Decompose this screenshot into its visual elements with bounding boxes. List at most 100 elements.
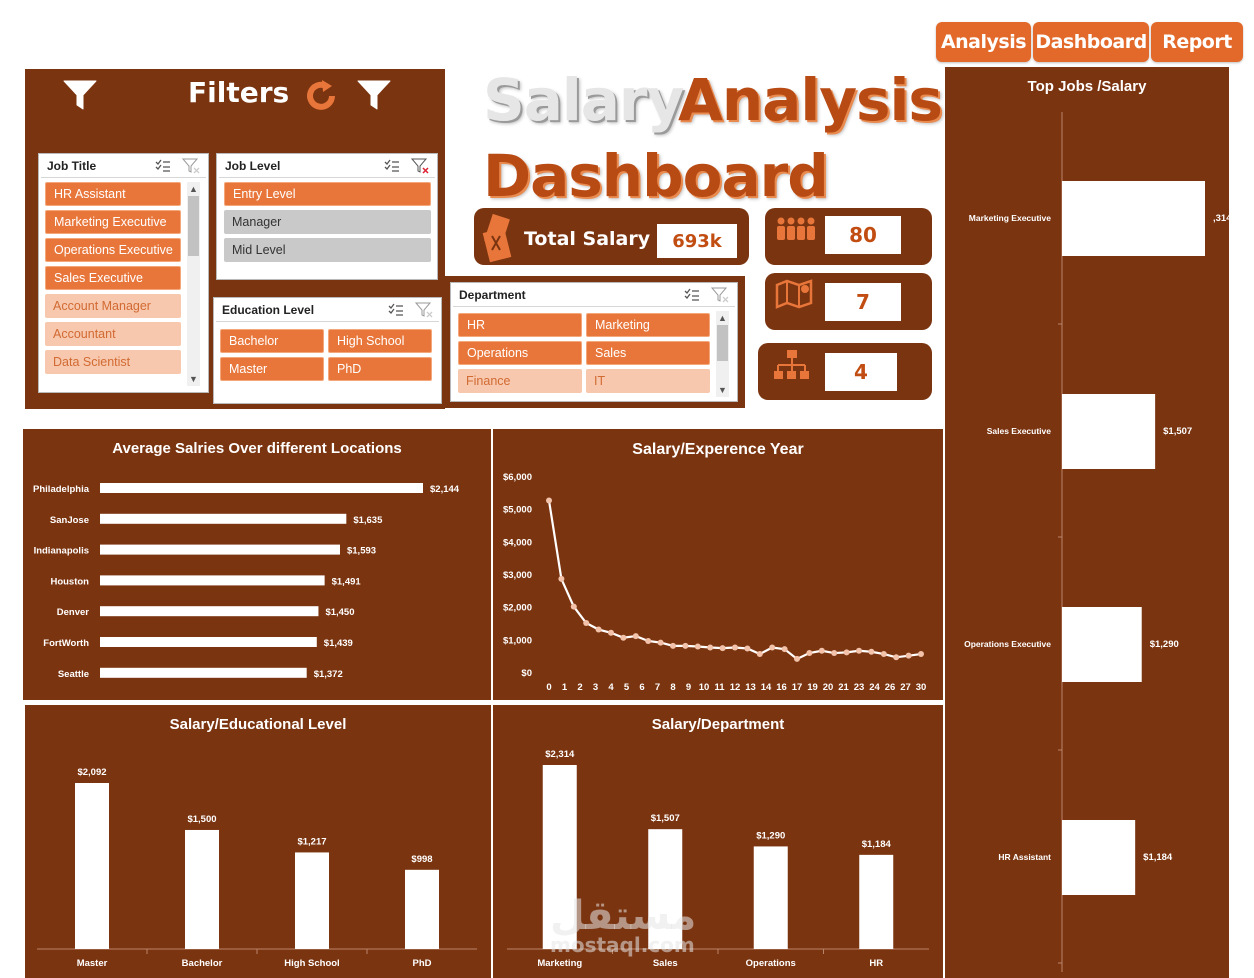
education-data-label: $2,092	[77, 767, 106, 778]
top-jobs-data-label: $1,184	[1143, 852, 1173, 863]
location-tick-label: Indianapolis	[34, 546, 89, 557]
x-tick-label: 23	[854, 682, 865, 693]
experience-point	[769, 644, 776, 651]
job-title-scrollbar[interactable]: ▲ ▼	[187, 182, 200, 386]
top-jobs-data-label: ,314	[1213, 213, 1229, 224]
x-tick-label: 16	[776, 682, 787, 693]
experience-chart-title: Salary/Experence Year	[632, 441, 804, 458]
locations-card: 7	[765, 273, 932, 330]
location-tick-label: Houston	[50, 576, 89, 587]
experience-point	[670, 642, 676, 649]
education-level-item[interactable]: PhD	[328, 357, 432, 381]
department-item[interactable]: IT	[586, 369, 710, 393]
nav-analysis-button[interactable]: Analysis	[936, 22, 1031, 62]
department-item[interactable]: Operations	[458, 341, 582, 365]
education-level-slicer: Education Level Bachelor High School Maste…	[213, 297, 442, 404]
location-bar	[100, 544, 340, 555]
location-tick-label: SanJose	[50, 515, 89, 526]
nav-report-button[interactable]: Report	[1151, 22, 1243, 62]
experience-point	[918, 651, 924, 658]
department-item[interactable]: HR	[458, 313, 582, 337]
department-bar	[648, 829, 683, 949]
top-jobs-tick-label: HR Assistant	[998, 852, 1051, 862]
department-scrollbar[interactable]: ▲ ▼	[716, 311, 729, 397]
education-level-item[interactable]: Master	[220, 357, 324, 381]
experience-point	[620, 634, 627, 641]
experience-point	[645, 637, 652, 644]
x-tick-label: 21	[838, 682, 849, 693]
multi-select-icon[interactable]	[683, 287, 701, 303]
x-tick-label: 19	[807, 682, 818, 693]
job-title-item[interactable]: HR Assistant	[45, 182, 181, 206]
job-level-item[interactable]: Mid Level	[224, 238, 431, 262]
education-chart-panel: Salary/Educational Level $2,092 Master $1,…	[25, 705, 491, 978]
clear-filter-icon[interactable]	[411, 158, 429, 174]
department-item[interactable]: Marketing	[586, 313, 710, 337]
x-tick-label: 0	[546, 682, 551, 693]
clear-filter-icon[interactable]	[182, 158, 200, 174]
location-data-label: $1,593	[347, 546, 376, 557]
x-tick-label: 10	[699, 682, 710, 693]
watermark-arabic: مستقل	[550, 893, 697, 939]
education-level-item[interactable]: Bachelor	[220, 329, 324, 353]
job-title-item[interactable]: Marketing Executive	[45, 210, 181, 234]
people-icon	[775, 216, 819, 247]
job-title-item[interactable]: Operations Executive	[45, 238, 181, 262]
nav-dashboard-button[interactable]: Dashboard	[1033, 22, 1149, 62]
experience-point	[694, 643, 701, 650]
location-tick-label: Seattle	[58, 669, 89, 680]
job-level-item[interactable]: Entry Level	[224, 182, 431, 206]
funnel-icon	[62, 78, 98, 117]
experience-point	[893, 654, 900, 661]
department-item[interactable]: Sales	[586, 341, 710, 365]
top-jobs-tick-label: Operations Executive	[964, 639, 1051, 649]
location-data-label: $2,144	[430, 484, 460, 495]
experience-point	[570, 603, 577, 610]
experience-point	[608, 629, 614, 636]
job-level-item[interactable]: Manager	[224, 210, 431, 234]
org-chart-icon	[772, 349, 812, 386]
job-title-item[interactable]: Accountant	[45, 322, 181, 346]
y-tick-label: $5,000	[503, 505, 532, 516]
top-jobs-data-label: $1,290	[1150, 639, 1179, 650]
location-bar	[100, 637, 317, 647]
department-item[interactable]: Finance	[458, 369, 582, 393]
location-tick-label: FortWorth	[43, 638, 89, 649]
job-title-item[interactable]: Sales Executive	[45, 266, 181, 290]
department-slicer: Department HR Marketing Operations Sales Fin…	[450, 282, 738, 402]
clear-filter-icon[interactable]	[415, 302, 433, 318]
x-tick-label: 26	[885, 682, 896, 693]
x-tick-label: 5	[624, 682, 630, 693]
department-data-label: $1,184	[862, 839, 892, 850]
experience-point	[880, 651, 887, 658]
education-level-item[interactable]: High School	[328, 329, 432, 353]
department-data-label: $2,314	[545, 749, 575, 760]
education-level-slicer-title: Education Level	[222, 302, 315, 317]
department-data-label: $1,507	[651, 813, 680, 824]
x-tick-label: 24	[869, 682, 880, 693]
locations-chart-title: Average Salries Over different Locations	[112, 440, 402, 457]
refresh-icon[interactable]	[302, 78, 340, 119]
department-chart-title: Salary/Department	[651, 716, 785, 733]
experience-point	[595, 626, 602, 633]
job-title-item[interactable]: Data Scientist	[45, 350, 181, 374]
experience-point	[856, 647, 862, 654]
experience-point	[744, 645, 751, 652]
department-bar	[542, 765, 577, 949]
multi-select-icon[interactable]	[383, 158, 401, 174]
job-level-slicer: Job Level Entry Level Manager Mid Level	[216, 153, 438, 280]
multi-select-icon[interactable]	[154, 158, 172, 174]
education-chart: $2,092 Master $1,500 Bachelor $1,217 High Sch…	[37, 767, 477, 969]
department-tick-label: Operations	[746, 958, 796, 969]
top-jobs-chart-panel: Top Jobs /Salary Marketing Executive ,314…	[945, 67, 1229, 978]
clear-filter-icon[interactable]	[711, 287, 729, 303]
top-jobs-data-label: $1,507	[1163, 426, 1192, 437]
x-tick-label: 17	[792, 682, 803, 693]
experience-point	[843, 649, 850, 656]
map-icon	[775, 279, 813, 314]
job-title-item[interactable]: Account Manager	[45, 294, 181, 318]
location-bar	[100, 483, 423, 493]
top-jobs-tick-label: Marketing Executive	[969, 213, 1051, 223]
education-tick-label: Master	[77, 958, 108, 969]
multi-select-icon[interactable]	[387, 302, 405, 318]
